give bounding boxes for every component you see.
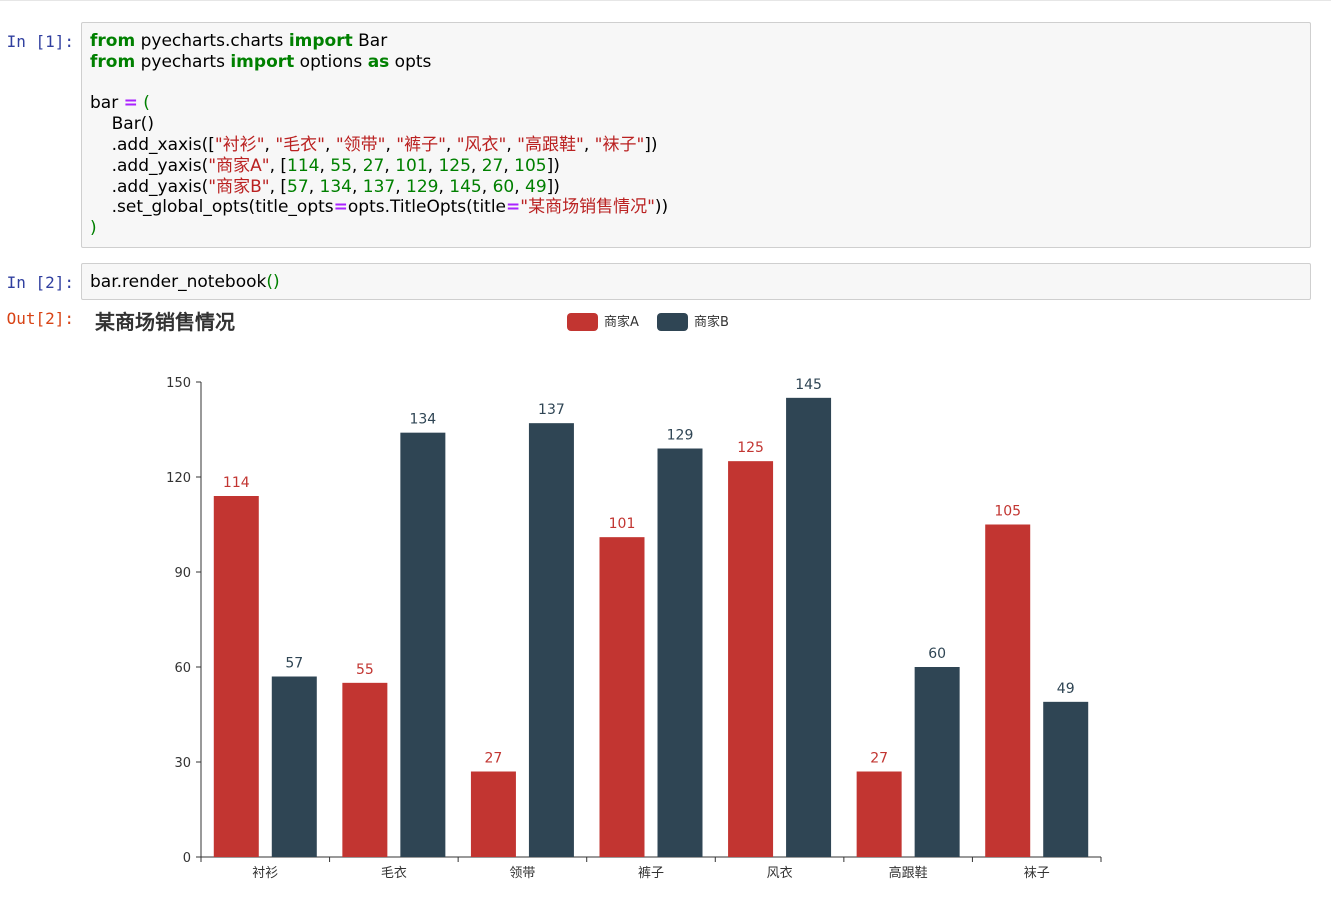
legend-swatch-b	[657, 313, 688, 331]
x-tick-label: 风衣	[767, 865, 793, 881]
bar-a	[600, 537, 645, 857]
y-tick-label: 30	[174, 756, 191, 771]
bar-b	[915, 667, 960, 857]
bar-a	[728, 461, 773, 857]
bar-value-label: 129	[667, 428, 694, 444]
bar-b	[658, 449, 703, 858]
x-tick-label: 高跟鞋	[889, 865, 928, 881]
bar-b	[400, 433, 445, 857]
bar-value-label: 137	[538, 402, 565, 418]
bar-value-label: 145	[795, 377, 822, 393]
x-tick-label: 领带	[509, 866, 535, 881]
bar-a	[985, 525, 1030, 858]
x-tick-label: 衬衫	[252, 866, 278, 881]
bar-a	[214, 496, 259, 857]
bar-value-label: 27	[870, 751, 888, 767]
y-tick-label: 120	[166, 471, 191, 486]
legend-label: 商家B	[694, 314, 729, 330]
bar-value-label: 114	[223, 475, 250, 491]
bar-value-label: 134	[409, 412, 436, 428]
bar-value-label: 105	[994, 504, 1021, 520]
bar-value-label: 27	[485, 751, 503, 767]
bar-value-label: 55	[356, 662, 374, 678]
bar-value-label: 101	[609, 516, 636, 532]
bar-a	[857, 772, 902, 858]
y-tick-label: 150	[166, 376, 191, 391]
legend-swatch-a	[567, 313, 598, 331]
bar-a	[471, 772, 516, 858]
bar-b	[786, 398, 831, 857]
chart-title: 某商场销售情况	[95, 310, 235, 334]
bar-b	[272, 677, 317, 858]
y-tick-label: 60	[174, 661, 191, 676]
x-tick-label: 毛衣	[381, 865, 407, 881]
y-tick-label: 0	[183, 851, 191, 866]
x-tick-label: 袜子	[1024, 866, 1050, 881]
bar-a	[342, 683, 387, 857]
bar-value-label: 125	[737, 440, 764, 456]
x-tick-label: 裤子	[638, 866, 664, 881]
bar-value-label: 60	[928, 646, 946, 662]
legend-label: 商家A	[604, 314, 639, 330]
bar-b	[529, 423, 574, 857]
bar-value-label: 49	[1057, 681, 1075, 697]
bar-b	[1043, 702, 1088, 857]
y-tick-label: 90	[174, 566, 191, 581]
bar-value-label: 57	[285, 656, 303, 672]
